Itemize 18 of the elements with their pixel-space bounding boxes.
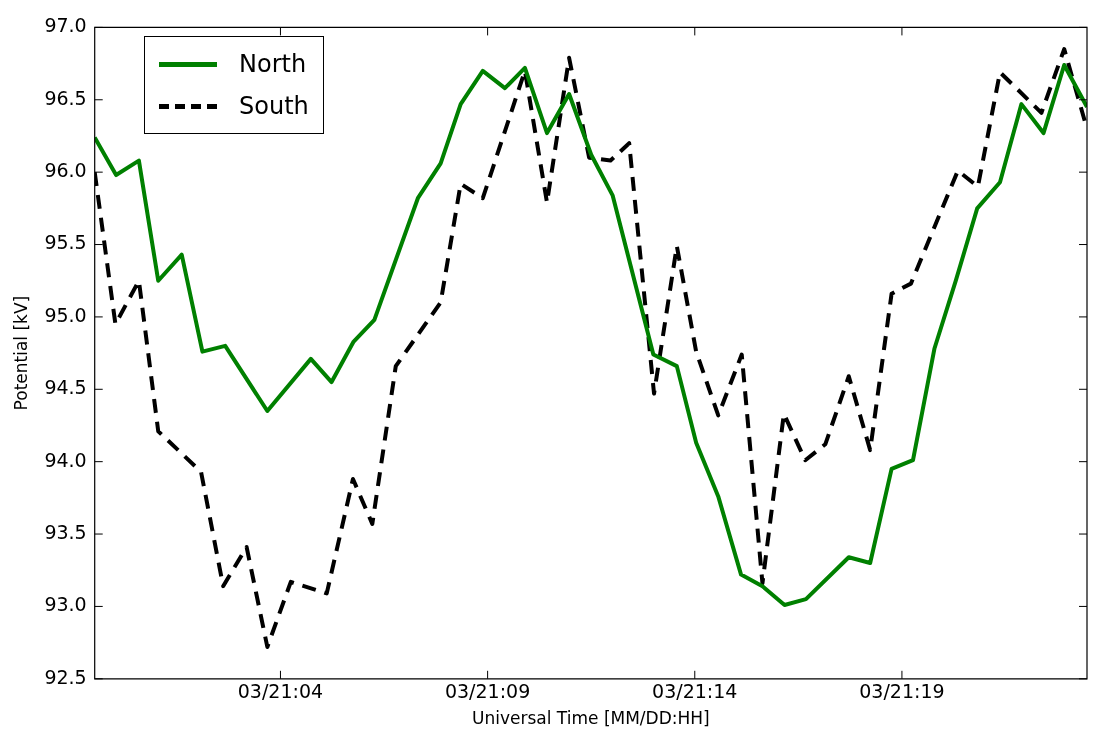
y-tick-label: 95.0 [44,303,87,326]
y-tick-label: 97.0 [44,14,87,37]
x-tick-label: 03/21:19 [859,680,945,703]
x-tick-label: 03/21:09 [444,680,531,703]
y-tick-label: 94.0 [44,448,87,471]
y-axis-title: Potential [kV] [10,295,31,411]
x-tick-label: 03/21:04 [237,680,324,703]
y-tick-label: 93.0 [44,593,87,616]
legend-label: North [239,50,307,78]
y-tick-label: 93.5 [44,520,87,543]
y-tick-label: 96.0 [44,159,87,182]
y-tick-label: 92.5 [44,665,87,688]
y-tick-label: 94.5 [44,376,87,399]
x-tick-label: 03/21:14 [652,680,738,703]
y-tick-label: 96.5 [44,86,87,109]
y-tick-label: 95.5 [44,231,87,254]
x-axis-title: Universal Time [MM/DD:HH] [472,708,710,729]
legend-label: South [239,92,309,120]
